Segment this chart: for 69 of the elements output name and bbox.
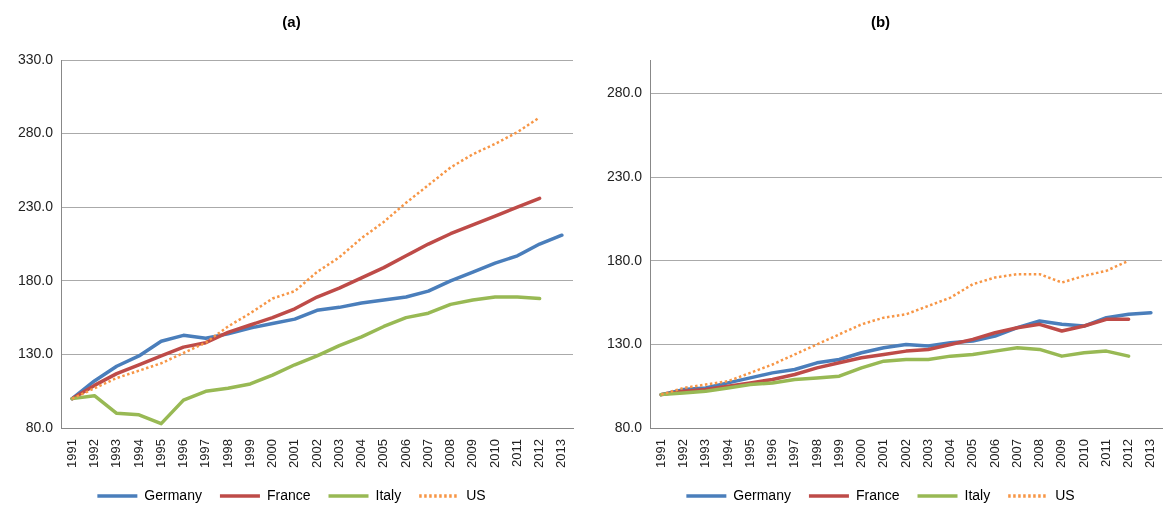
x-tick-label: 2000 xyxy=(264,439,280,468)
x-tick-label: 1994 xyxy=(130,439,146,468)
x-tick-label: 2005 xyxy=(964,439,980,468)
chart-title: (b) xyxy=(870,13,891,31)
x-tick-label: 2009 xyxy=(1053,439,1069,468)
x-tick-label: 1997 xyxy=(197,439,213,468)
x-tick-label: 1991 xyxy=(63,439,79,468)
legend-label: France xyxy=(855,486,900,503)
line-series xyxy=(70,116,541,400)
x-tick-label: 2001 xyxy=(286,439,302,468)
y-tick-label: 130.0 xyxy=(606,335,643,352)
x-tick-label: 1993 xyxy=(697,439,713,468)
x-tick-label: 2008 xyxy=(442,439,458,468)
x-tick-label: 2007 xyxy=(1008,439,1024,468)
legend-label: Germany xyxy=(733,486,791,503)
x-tick-label: 2003 xyxy=(919,439,935,468)
y-tick-label: 180.0 xyxy=(606,251,643,268)
y-tick-label: 230.0 xyxy=(17,198,54,215)
y-tick-label: 180.0 xyxy=(17,271,54,288)
x-tick-label: 1996 xyxy=(764,439,780,468)
x-tick-label: 2006 xyxy=(986,439,1002,468)
x-tick-label: 1995 xyxy=(152,439,168,468)
legend-label: US xyxy=(1055,486,1075,503)
x-tick-label: 2005 xyxy=(375,439,391,468)
x-tick-label: 2013 xyxy=(553,439,569,468)
x-tick-label: 1996 xyxy=(175,439,191,468)
legend-label: France xyxy=(266,486,311,503)
x-tick-label: 2000 xyxy=(853,439,869,468)
x-tick-label: 2011 xyxy=(1097,439,1113,468)
x-tick-label: 2001 xyxy=(875,439,891,468)
y-tick-label: 80.0 xyxy=(614,418,643,435)
legend-label: Germany xyxy=(144,486,202,503)
x-tick-label: 2012 xyxy=(1120,439,1136,468)
x-tick-label: 1999 xyxy=(241,439,257,468)
x-tick-label: 2004 xyxy=(353,439,369,468)
x-tick-label: 1998 xyxy=(808,439,824,468)
x-tick-label: 2009 xyxy=(464,439,480,468)
x-tick-label: 1998 xyxy=(219,439,235,468)
x-tick-label: 2006 xyxy=(397,439,413,468)
y-tick-label: 280.0 xyxy=(17,124,54,141)
y-tick-label: 330.0 xyxy=(17,50,54,67)
x-tick-label: 2012 xyxy=(531,439,547,468)
legend-label: Italy xyxy=(375,486,402,503)
x-tick-label: 2008 xyxy=(1031,439,1047,468)
y-tick-label: 280.0 xyxy=(606,84,643,101)
x-tick-label: 1991 xyxy=(652,439,668,468)
y-tick-label: 230.0 xyxy=(606,167,643,184)
x-tick-label: 2011 xyxy=(508,439,524,468)
line-series xyxy=(659,259,1130,396)
x-tick-label: 2002 xyxy=(897,439,913,468)
x-tick-label: 1994 xyxy=(719,439,735,468)
x-tick-label: 1997 xyxy=(786,439,802,468)
legend-label: US xyxy=(466,486,486,503)
x-tick-label: 1992 xyxy=(86,439,101,468)
x-tick-label: 2003 xyxy=(330,439,346,468)
x-tick-label: 1999 xyxy=(830,439,846,468)
x-tick-label: 1995 xyxy=(741,439,757,468)
y-tick-label: 80.0 xyxy=(25,418,54,435)
x-tick-label: 1992 xyxy=(675,439,690,468)
x-tick-label: 2007 xyxy=(419,439,435,468)
x-tick-label: 2010 xyxy=(486,439,502,468)
legend-label: Italy xyxy=(964,486,991,503)
y-tick-label: 130.0 xyxy=(17,345,54,362)
x-tick-label: 1993 xyxy=(108,439,124,468)
x-tick-label: 2002 xyxy=(308,439,324,468)
x-tick-label: 2010 xyxy=(1075,439,1091,468)
x-tick-label: 2013 xyxy=(1142,439,1158,468)
x-tick-label: 2004 xyxy=(942,439,958,468)
chart-title: (a) xyxy=(282,13,301,31)
